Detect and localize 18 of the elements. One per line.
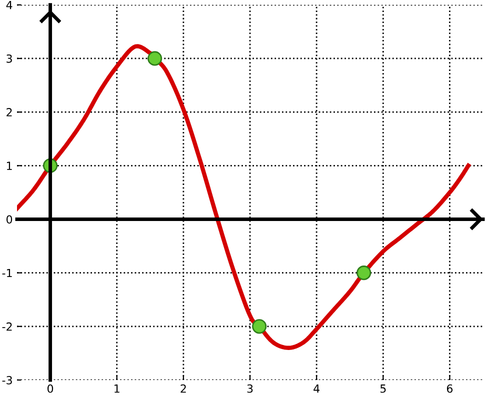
y-tick-label: 2 [6,108,12,116]
point [252,319,267,334]
x-tick-label: 1 [114,384,120,393]
x-tick-label: 6 [446,384,453,393]
x-tick-label: 2 [180,384,186,393]
point [148,51,162,66]
y-tick-label: -2 [2,322,12,331]
x-tick-label: 0 [47,384,54,393]
x-tick-label: 5 [380,384,386,393]
y-tick-label: 0 [6,215,12,224]
y-tick-label: -3 [2,376,12,384]
y-tick-label: 4 [6,0,12,10]
point [356,266,372,280]
x-tick-label: 4 [314,384,320,393]
x-tick-label: 3 [247,384,253,393]
y-tick-label: 3 [6,54,12,63]
y-tick-label: 1 [6,162,12,170]
y-tick-label: -1 [2,268,12,278]
